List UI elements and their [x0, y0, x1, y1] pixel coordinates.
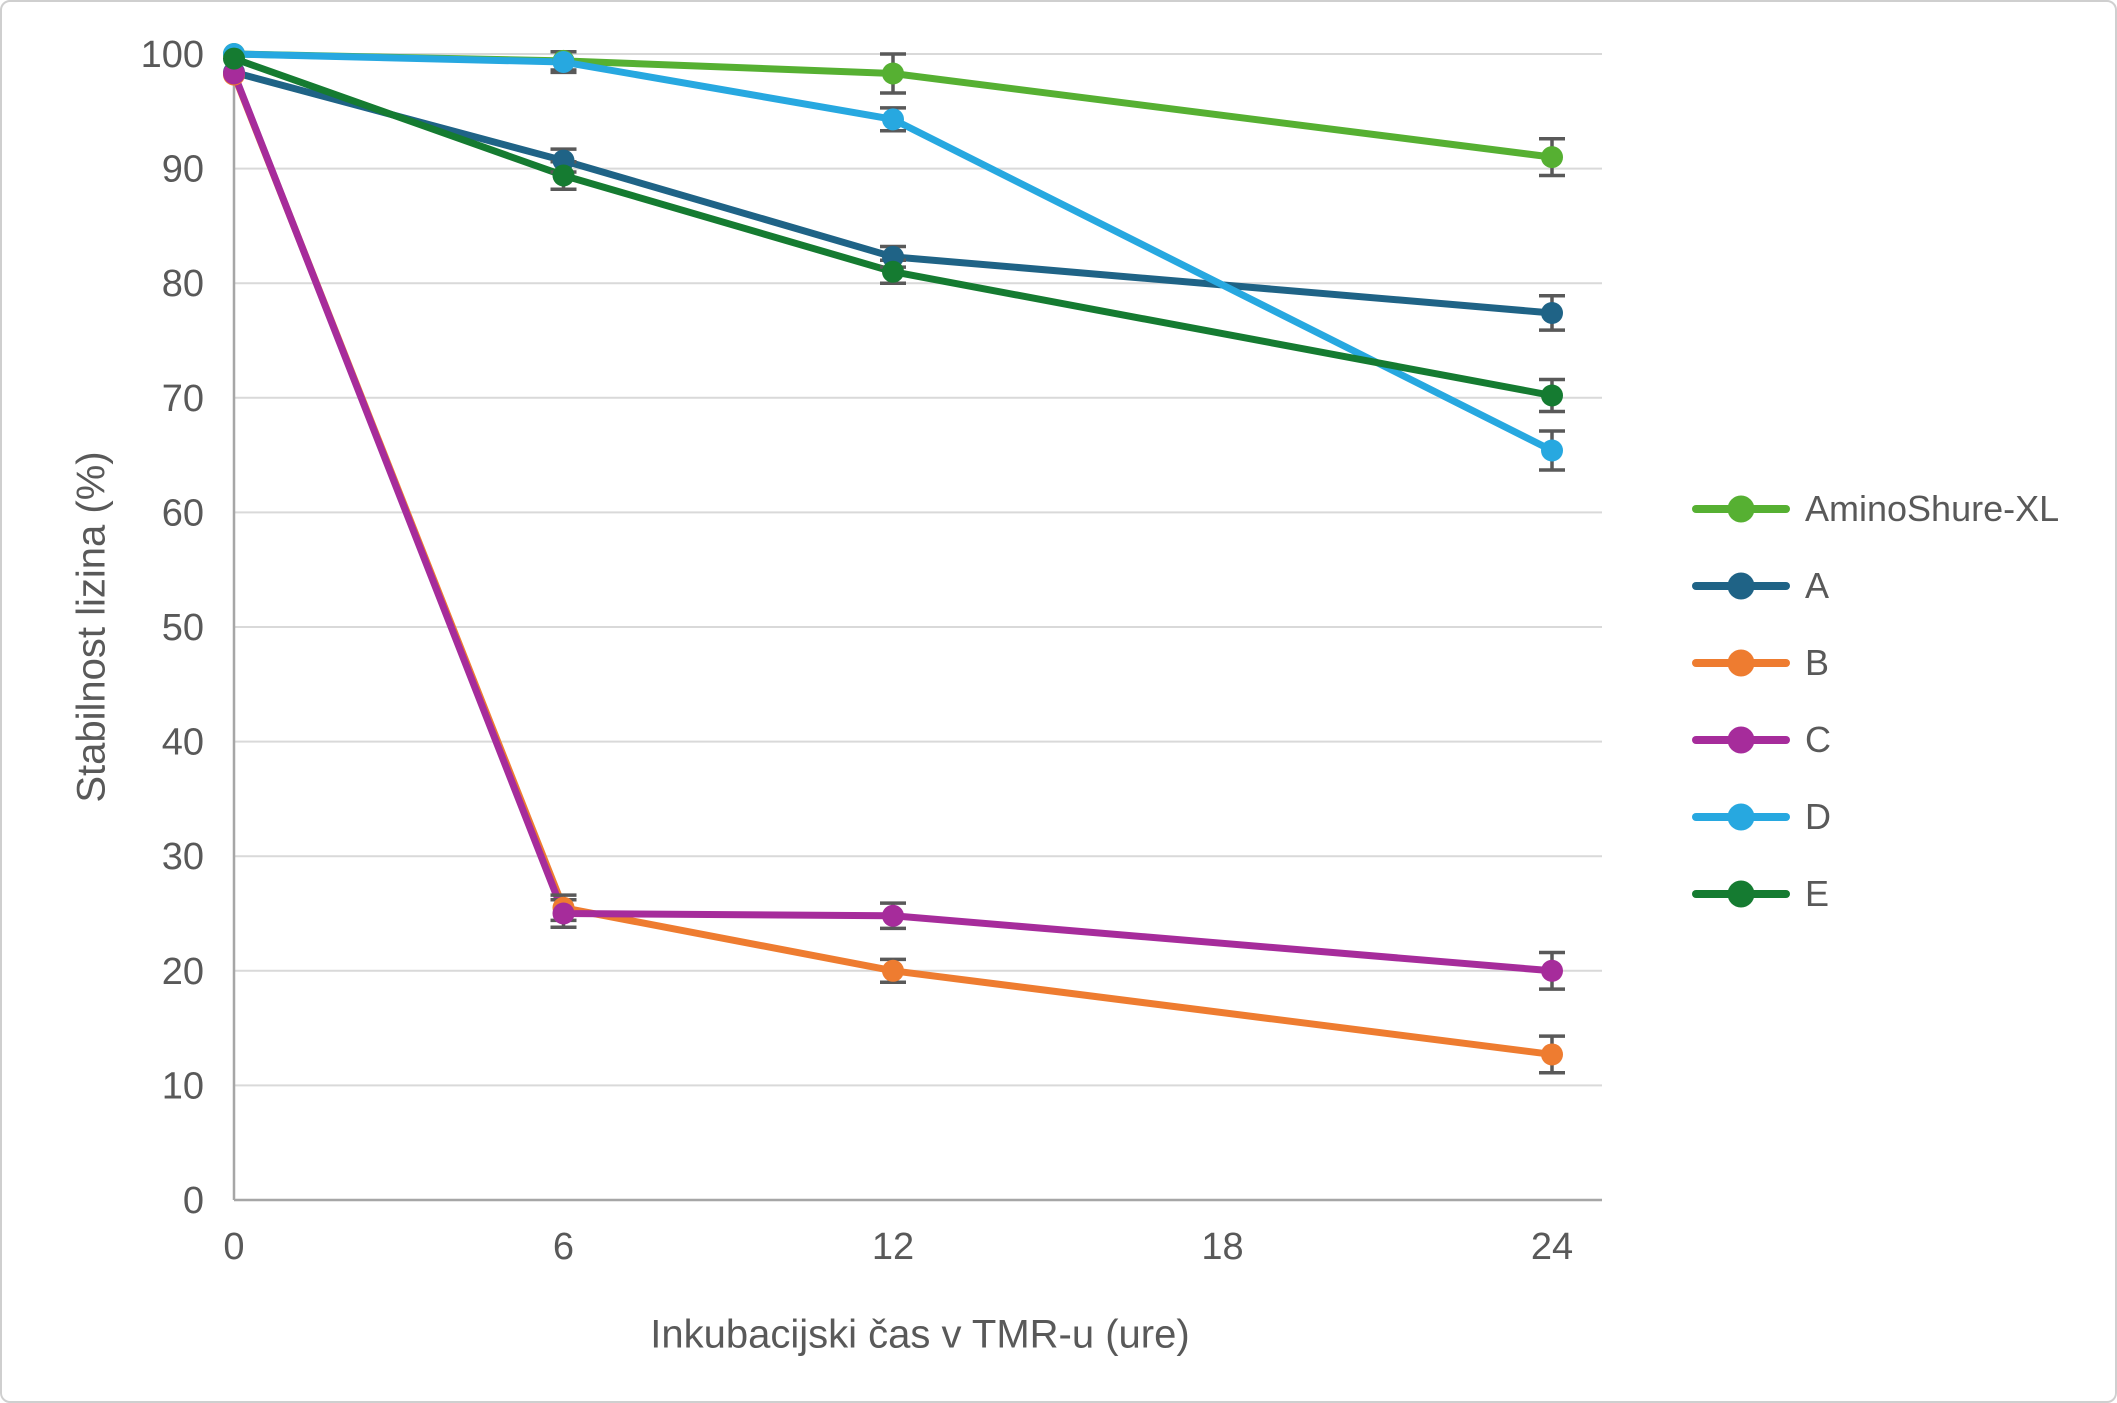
legend-item-aminoshure-xl: AminoShure-XL	[1692, 470, 2059, 547]
data-point-e	[552, 164, 575, 187]
y-axis-title: Stabilnost lizina (%)	[69, 451, 114, 803]
data-point-c	[1541, 959, 1563, 982]
x-tick-label: 12	[872, 1226, 914, 1268]
x-tick-label: 18	[1201, 1226, 1243, 1268]
data-point-e	[223, 47, 245, 70]
legend-item-b: B	[1692, 624, 2059, 701]
data-point-d	[882, 108, 904, 131]
data-point-b	[882, 959, 904, 982]
y-tick-label: 90	[162, 149, 204, 191]
y-tick-label: 10	[162, 1065, 204, 1107]
data-point-aminoshure-xl	[1541, 146, 1563, 169]
data-point-c	[552, 902, 575, 925]
legend-label: E	[1805, 872, 1830, 914]
x-tick-label: 24	[1531, 1226, 1573, 1268]
data-point-c	[882, 904, 904, 927]
legend-marker-icon	[1692, 649, 1790, 677]
legend-label: C	[1805, 718, 1831, 760]
y-tick-label: 60	[162, 492, 204, 534]
y-tick-label: 80	[162, 263, 204, 305]
y-tick-label: 0	[183, 1180, 204, 1222]
legend-label: B	[1805, 641, 1830, 683]
data-point-b	[1541, 1043, 1563, 1066]
legend-marker-icon	[1692, 803, 1790, 831]
series-line-e	[230, 55, 1556, 400]
data-point-d	[1541, 439, 1563, 462]
data-point-a	[1541, 301, 1563, 324]
data-point-e	[882, 260, 904, 283]
y-tick-label: 20	[162, 951, 204, 993]
legend: AminoShure-XL A B C D E	[1692, 470, 2059, 932]
legend-marker-icon	[1692, 880, 1790, 908]
y-tick-label: 100	[141, 34, 204, 76]
legend-label: D	[1805, 795, 1831, 837]
data-point-aminoshure-xl	[882, 62, 904, 85]
legend-marker-icon	[1692, 726, 1790, 754]
data-point-d	[552, 51, 575, 74]
y-tick-label: 30	[162, 836, 204, 878]
x-axis-title: Inkubacijski čas v TMR-u (ure)	[650, 1312, 1190, 1357]
legend-label: A	[1805, 564, 1830, 606]
legend-item-d: D	[1692, 778, 2059, 855]
series-line-d	[230, 50, 1556, 455]
y-tick-label: 50	[162, 607, 204, 649]
x-tick-label: 6	[553, 1226, 574, 1268]
legend-marker-icon	[1692, 572, 1790, 600]
x-tick-label: 0	[223, 1226, 244, 1268]
legend-label: AminoShure-XL	[1805, 487, 2060, 529]
legend-item-e: E	[1692, 855, 2059, 932]
y-tick-label: 70	[162, 378, 204, 420]
legend-marker-icon	[1692, 495, 1790, 523]
legend-item-c: C	[1692, 701, 2059, 778]
series-line-c	[230, 69, 1556, 975]
y-tick-label: 40	[162, 722, 204, 764]
legend-item-a: A	[1692, 547, 2059, 624]
data-point-e	[1541, 384, 1563, 407]
